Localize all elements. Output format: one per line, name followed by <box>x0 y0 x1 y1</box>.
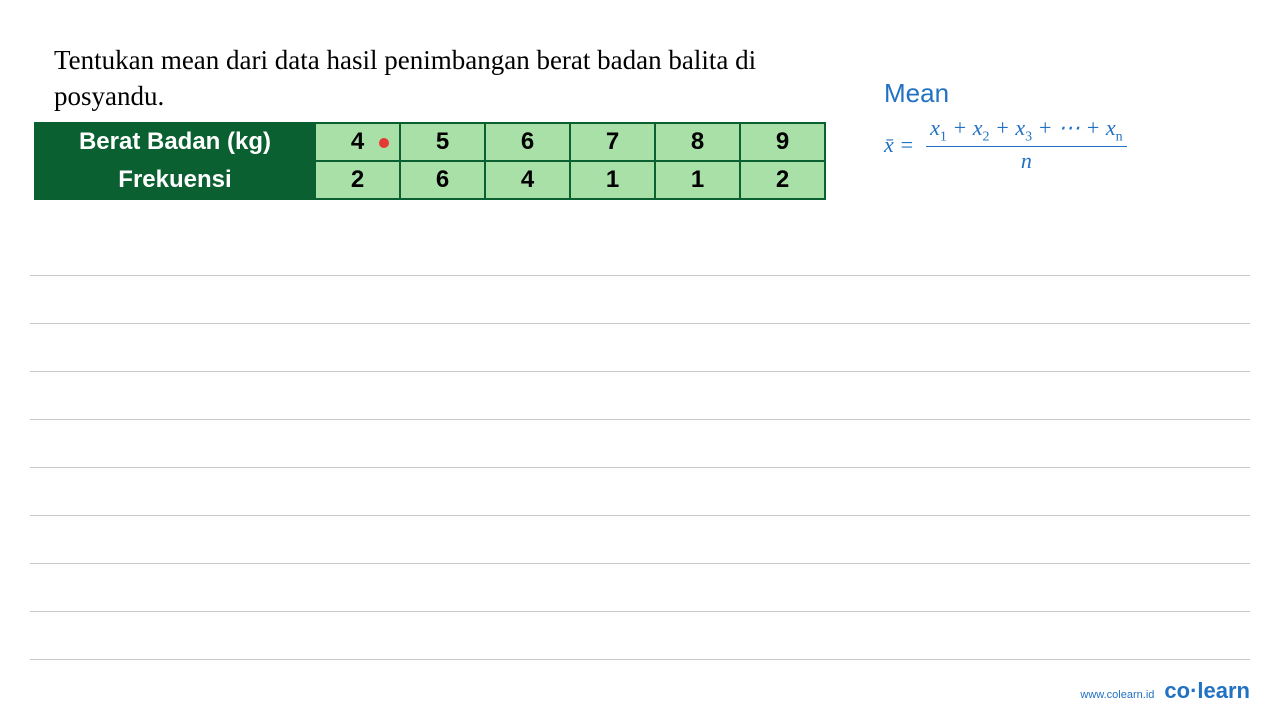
data-cell: 1 <box>655 161 740 199</box>
data-cell: 8 <box>655 123 740 161</box>
logo-co: co <box>1164 678 1190 703</box>
num-sub: n <box>1116 129 1123 144</box>
formula-equation: x̄ = x1 + x2 + x3 + ⋯ + xn n <box>884 115 1127 174</box>
table-row: Frekuensi 2 6 4 1 1 2 <box>35 161 825 199</box>
notepad-line <box>30 564 1250 612</box>
num-part: + ⋯ + x <box>1032 115 1115 140</box>
data-cell: 2 <box>740 161 825 199</box>
formula-fraction: x1 + x2 + x3 + ⋯ + xn n <box>926 115 1126 174</box>
footer: www.colearn.id co·learn <box>1080 678 1250 704</box>
notepad-line <box>30 276 1250 324</box>
table-row: Berat Badan (kg) 4 5 6 7 8 9 <box>35 123 825 161</box>
footer-logo: co·learn <box>1164 678 1250 704</box>
row-header-freq: Frekuensi <box>35 161 315 199</box>
notepad-line <box>30 468 1250 516</box>
num-sub: 2 <box>983 129 990 144</box>
question-text: Tentukan mean dari data hasil penimbanga… <box>54 42 814 115</box>
data-cell: 1 <box>570 161 655 199</box>
formula-title: Mean <box>884 78 1127 109</box>
red-marker-icon <box>379 138 389 148</box>
cell-value: 4 <box>351 128 364 155</box>
formula-numerator: x1 + x2 + x3 + ⋯ + xn <box>926 115 1126 147</box>
formula-denominator: n <box>1021 147 1032 174</box>
formula-area: Mean x̄ = x1 + x2 + x3 + ⋯ + xn n <box>884 78 1127 174</box>
notepad-lines <box>30 228 1250 660</box>
notepad-line <box>30 372 1250 420</box>
notepad-line <box>30 228 1250 276</box>
data-table: Berat Badan (kg) 4 5 6 7 8 9 Frekuensi 2… <box>34 122 826 200</box>
notepad-line <box>30 324 1250 372</box>
notepad-line <box>30 612 1250 660</box>
num-sub: 1 <box>940 129 947 144</box>
num-part: + x <box>947 115 983 140</box>
data-cell: 5 <box>400 123 485 161</box>
formula-lhs: x̄ = <box>884 132 914 158</box>
num-part: + x <box>990 115 1026 140</box>
footer-url: www.colearn.id <box>1080 689 1154 701</box>
data-cell: 2 <box>315 161 400 199</box>
data-cell: 4 <box>485 161 570 199</box>
row-header-weight: Berat Badan (kg) <box>35 123 315 161</box>
data-cell: 4 <box>315 123 400 161</box>
logo-learn: learn <box>1197 678 1250 703</box>
data-cell: 6 <box>485 123 570 161</box>
num-part: x <box>930 115 940 140</box>
notepad-line <box>30 516 1250 564</box>
data-cell: 9 <box>740 123 825 161</box>
data-cell: 6 <box>400 161 485 199</box>
data-cell: 7 <box>570 123 655 161</box>
notepad-line <box>30 420 1250 468</box>
